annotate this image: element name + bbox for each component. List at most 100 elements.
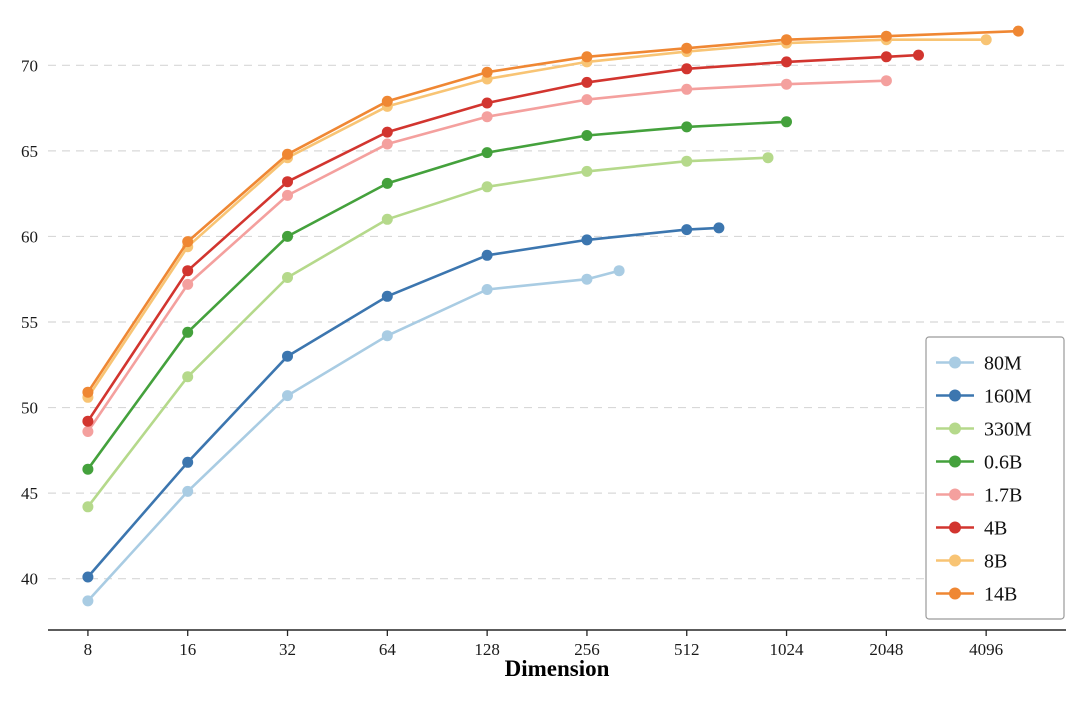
series-marker-14B xyxy=(681,42,693,54)
series-marker-4B xyxy=(581,76,593,88)
series-line-4B xyxy=(86,53,919,422)
series-marker-14B xyxy=(182,236,194,248)
legend-marker-0.6B xyxy=(949,455,961,468)
series-marker-80M xyxy=(613,265,625,277)
x-tick-label: 8 xyxy=(84,640,93,659)
series-marker-80M xyxy=(182,485,194,497)
series-marker-14B xyxy=(381,95,393,107)
series-marker-80M xyxy=(481,284,493,295)
y-tick-label: 55 xyxy=(21,313,38,332)
series-marker-0.6B xyxy=(481,147,493,159)
series-marker-330M xyxy=(481,181,493,193)
series-marker-4B xyxy=(82,415,94,427)
x-tick-label: 128 xyxy=(474,640,500,659)
x-tick-label: 256 xyxy=(574,640,600,659)
x-tick-label: 1024 xyxy=(770,640,805,659)
series-marker-0.6B xyxy=(781,116,792,128)
x-tick-label: 64 xyxy=(379,640,397,659)
series-marker-1.7B xyxy=(681,83,693,95)
series-line-14B xyxy=(86,29,1019,393)
x-tick-label: 512 xyxy=(674,640,700,659)
series-marker-4B xyxy=(781,56,792,68)
series-marker-1.7B xyxy=(381,138,393,150)
series-marker-0.6B xyxy=(681,121,693,133)
series-marker-4B xyxy=(681,63,693,75)
legend-label-4B: 4B xyxy=(984,518,1007,540)
legend-marker-160M xyxy=(949,389,961,402)
series-marker-4B xyxy=(913,49,924,61)
legend-label-8B: 8B xyxy=(984,551,1007,573)
series-marker-0.6B xyxy=(381,177,393,189)
legend-box xyxy=(925,336,1065,620)
y-tick-label: 40 xyxy=(21,570,38,589)
series-marker-160M xyxy=(713,222,725,234)
series-marker-4B xyxy=(481,97,493,109)
y-tick-label: 65 xyxy=(21,142,38,161)
y-tick-label: 45 xyxy=(21,484,38,503)
series-marker-330M xyxy=(381,213,393,225)
legend-label-330M: 330M xyxy=(984,419,1032,441)
series-marker-0.6B xyxy=(82,463,94,475)
legend-marker-4B xyxy=(949,521,961,534)
series-marker-330M xyxy=(282,272,293,283)
series-marker-330M xyxy=(681,155,693,167)
y-tick-label: 70 xyxy=(21,56,38,75)
series-marker-1.7B xyxy=(82,426,94,437)
y-tick-label: 50 xyxy=(21,399,38,418)
legend-label-1.7B: 1.7B xyxy=(984,485,1022,507)
series-marker-160M xyxy=(282,350,293,362)
series-marker-14B xyxy=(781,34,792,46)
series-line-0.6B xyxy=(86,120,787,470)
x-tick-label: 16 xyxy=(179,640,196,659)
series-marker-14B xyxy=(581,51,593,63)
legend-label-80M: 80M xyxy=(984,353,1022,375)
x-tick-label: 2048 xyxy=(869,640,903,659)
series-marker-330M xyxy=(581,165,593,177)
series-marker-14B xyxy=(481,66,493,78)
series-marker-4B xyxy=(282,176,293,188)
series-line-330M xyxy=(86,156,769,508)
series-marker-14B xyxy=(282,148,293,160)
legend-marker-80M xyxy=(949,356,961,369)
series-marker-1.7B xyxy=(581,94,593,106)
series-marker-80M xyxy=(282,390,293,402)
series-marker-160M xyxy=(82,571,94,583)
series-marker-14B xyxy=(1012,25,1024,37)
x-tick-label: 32 xyxy=(279,640,296,659)
series-marker-14B xyxy=(880,30,892,42)
series-marker-330M xyxy=(82,501,94,513)
x-tick-label: 4096 xyxy=(969,640,1003,659)
series-marker-160M xyxy=(681,224,693,236)
series-marker-4B xyxy=(880,51,892,63)
series-marker-330M xyxy=(762,152,774,164)
series-line-160M xyxy=(86,226,719,578)
legend-label-160M: 160M xyxy=(984,386,1032,408)
series-marker-8B xyxy=(980,34,992,46)
legend-label-14B: 14B xyxy=(984,584,1017,606)
series-marker-80M xyxy=(381,330,393,342)
series-marker-4B xyxy=(381,126,393,138)
series-marker-160M xyxy=(481,249,493,261)
series-marker-80M xyxy=(581,273,593,285)
legend-marker-8B xyxy=(949,554,961,567)
legend-marker-330M xyxy=(949,422,961,435)
series-marker-1.7B xyxy=(182,278,194,290)
series-marker-0.6B xyxy=(581,130,593,141)
series-marker-160M xyxy=(381,290,393,302)
series-marker-1.7B xyxy=(880,75,892,87)
series-line-80M xyxy=(86,269,620,602)
series-marker-1.7B xyxy=(481,111,493,123)
series-line-8B xyxy=(86,38,987,399)
series-marker-160M xyxy=(182,456,194,468)
series-marker-4B xyxy=(182,265,194,277)
series-marker-0.6B xyxy=(282,230,293,242)
x-axis-title: Dimension xyxy=(505,656,610,681)
series-marker-0.6B xyxy=(182,326,194,338)
series-marker-160M xyxy=(581,234,593,246)
legend-marker-14B xyxy=(949,587,961,600)
series-marker-80M xyxy=(82,595,94,607)
legend-label-0.6B: 0.6B xyxy=(984,452,1022,474)
legend-marker-1.7B xyxy=(949,488,961,501)
series-marker-14B xyxy=(82,386,94,398)
